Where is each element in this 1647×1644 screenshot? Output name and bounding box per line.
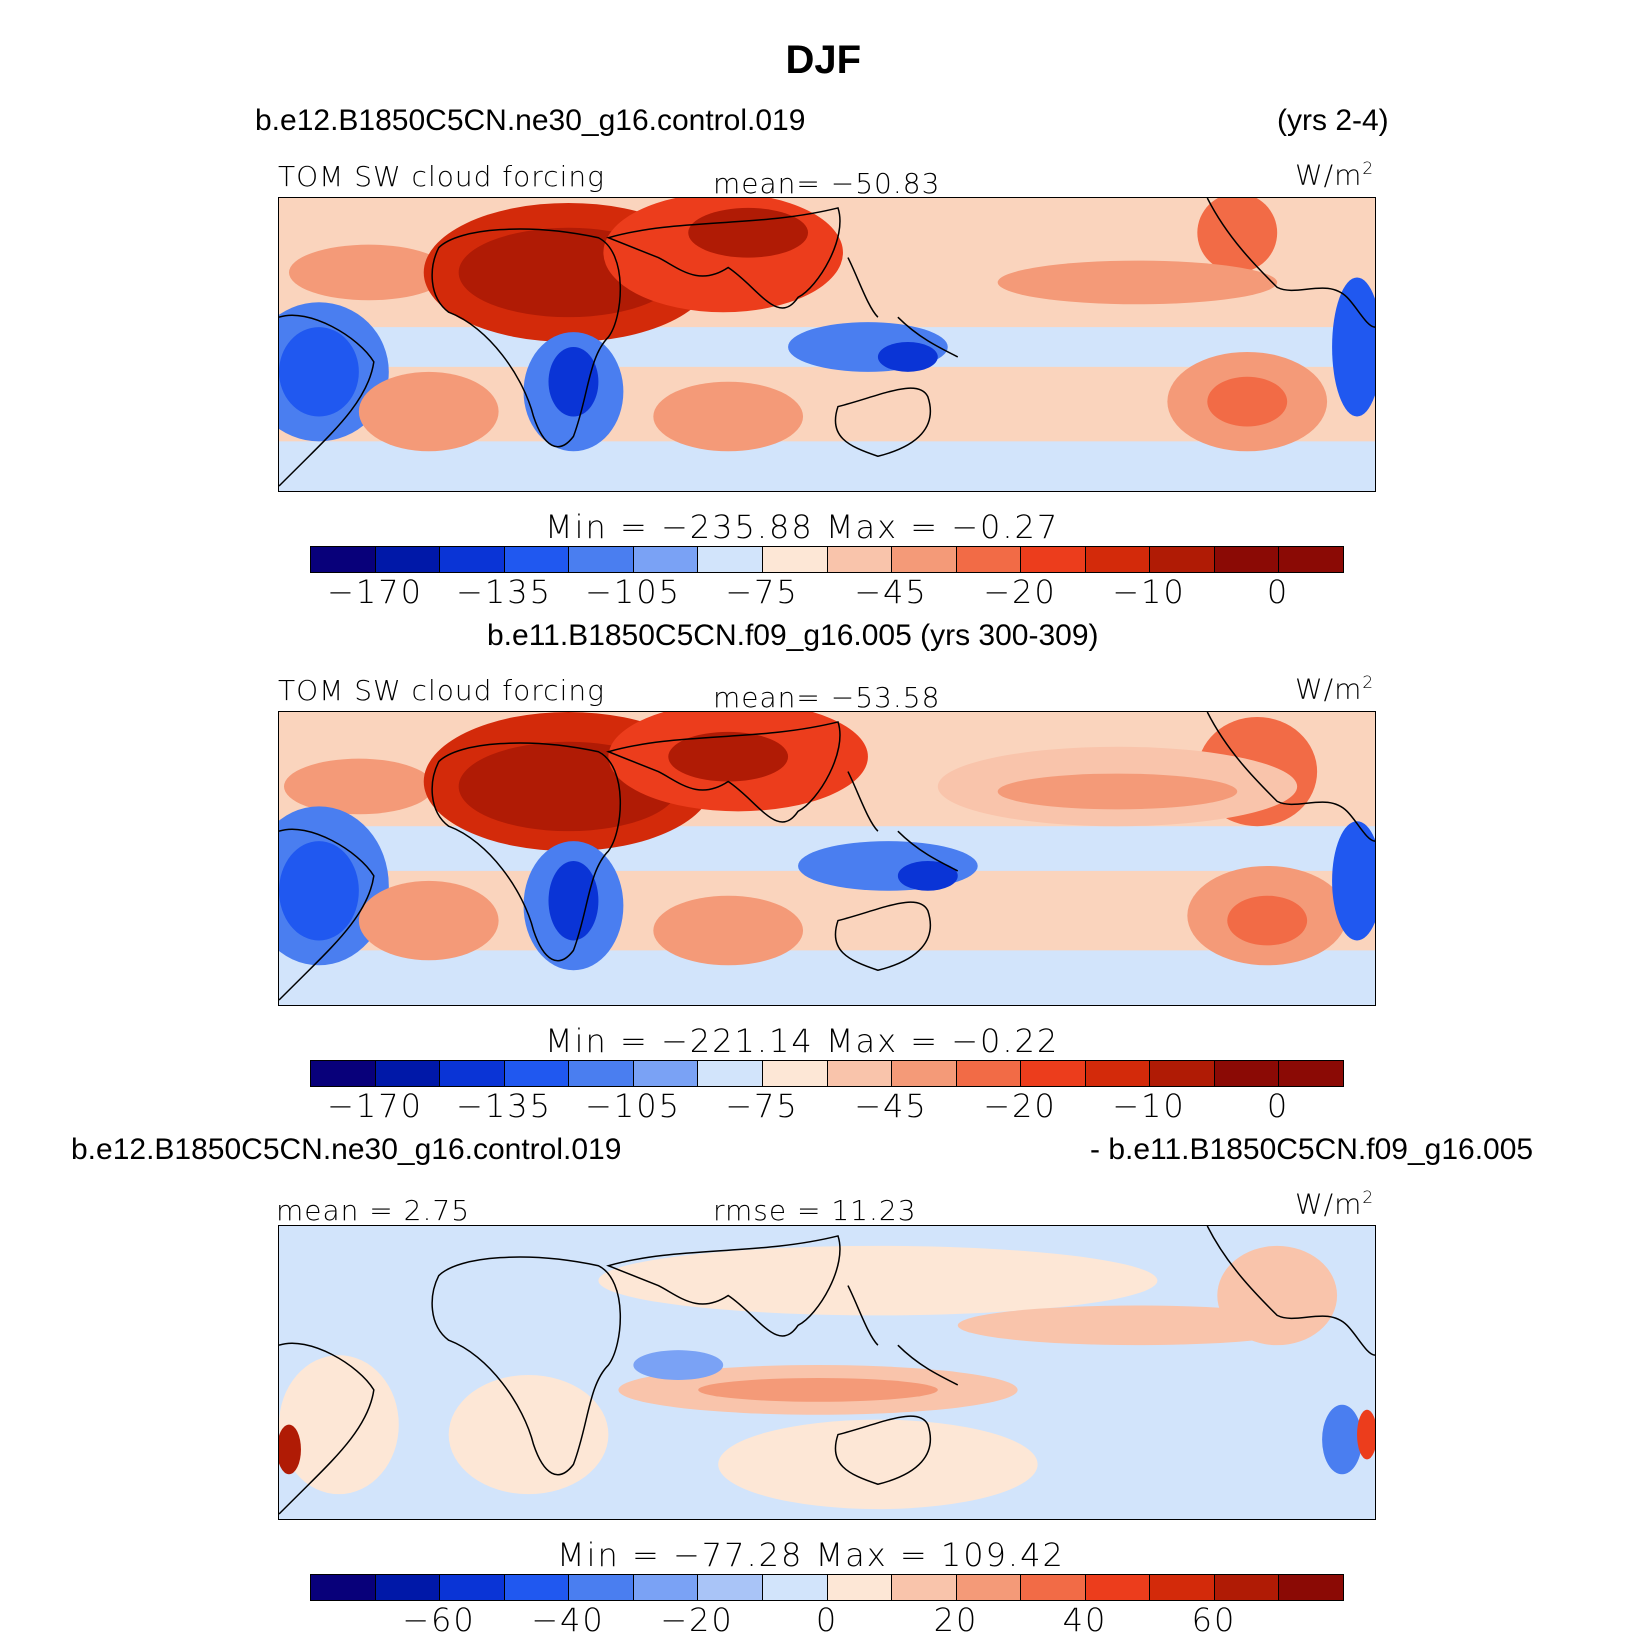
panel2-mean-label: mean= −53.58 xyxy=(713,681,941,714)
panel2-colorbar xyxy=(310,1060,1344,1087)
panel2-units: W/m2 xyxy=(1295,672,1375,706)
colorbar-swatch xyxy=(1021,1575,1086,1600)
panel3-case-name: b.e12.B1850C5CN.ne30_g16.control.019 xyxy=(71,1133,622,1166)
colorbar-tick: −105 xyxy=(585,1087,681,1125)
colorbar-tick: −135 xyxy=(456,573,552,611)
colorbar-swatch xyxy=(956,1575,1022,1600)
colorbar-tick: −75 xyxy=(725,1087,799,1125)
colorbar-swatch xyxy=(827,547,893,572)
colorbar-tick: −170 xyxy=(327,1087,423,1125)
colorbar-swatch xyxy=(375,1061,441,1086)
panel3-minus-case: - b.e11.B1850C5CN.f09_g16.005 xyxy=(1090,1133,1534,1166)
colorbar-swatch xyxy=(956,547,1022,572)
colorbar-swatch xyxy=(1214,1575,1280,1600)
colorbar-swatch xyxy=(633,1575,699,1600)
panel1-units: W/m2 xyxy=(1295,158,1375,192)
panel3-units: W/m2 xyxy=(1295,1187,1375,1221)
colorbar-swatch xyxy=(311,1061,376,1086)
colorbar-swatch xyxy=(827,1061,893,1086)
colorbar-swatch xyxy=(440,1575,505,1600)
colorbar-swatch xyxy=(504,1061,570,1086)
colorbar-swatch xyxy=(892,1061,957,1086)
colorbar-tick: −10 xyxy=(1112,573,1186,611)
panel1-variable-label: TOM SW cloud forcing xyxy=(278,160,605,193)
colorbar-swatch xyxy=(569,547,634,572)
colorbar-swatch xyxy=(698,1575,763,1600)
colorbar-swatch xyxy=(569,1061,634,1086)
colorbar-tick: −20 xyxy=(983,573,1057,611)
colorbar-swatch xyxy=(1150,1061,1215,1086)
colorbar-tick: −75 xyxy=(725,573,799,611)
colorbar-swatch xyxy=(1214,547,1280,572)
colorbar-swatch xyxy=(1085,547,1151,572)
colorbar-swatch xyxy=(892,547,957,572)
colorbar-swatch xyxy=(1214,1061,1280,1086)
colorbar-swatch xyxy=(633,1061,699,1086)
colorbar-swatch xyxy=(1021,1061,1086,1086)
panel3-mean-label: mean = 2.75 xyxy=(276,1194,471,1227)
colorbar-swatch xyxy=(1150,1575,1215,1600)
panel3-map xyxy=(278,1225,1376,1520)
colorbar-swatch xyxy=(440,547,505,572)
panel1-case-name: b.e12.B1850C5CN.ne30_g16.control.019 xyxy=(255,104,806,137)
colorbar-swatch xyxy=(762,1061,828,1086)
colorbar-tick: 40 xyxy=(1062,1601,1108,1639)
colorbar-tick: 0 xyxy=(815,1601,839,1639)
colorbar-swatch xyxy=(1085,1061,1151,1086)
colorbar-swatch xyxy=(569,1575,634,1600)
colorbar-swatch xyxy=(311,1575,376,1600)
panel1-mean-label: mean= −50.83 xyxy=(713,167,941,200)
colorbar-swatch xyxy=(504,1575,570,1600)
colorbar-swatch xyxy=(1085,1575,1151,1600)
colorbar-tick: −20 xyxy=(983,1087,1057,1125)
colorbar-swatch xyxy=(698,1061,763,1086)
panel3-rmse-label: rmse = 11.23 xyxy=(713,1194,917,1227)
colorbar-tick: −45 xyxy=(854,573,928,611)
panel1-minmax: Min = −235.88 Max = −0.27 xyxy=(545,508,1060,546)
panel2-variable-label: TOM SW cloud forcing xyxy=(278,674,605,707)
colorbar-tick: −105 xyxy=(585,573,681,611)
colorbar-swatch xyxy=(440,1061,505,1086)
colorbar-swatch xyxy=(375,1575,441,1600)
colorbar-tick: 60 xyxy=(1191,1601,1237,1639)
colorbar-swatch xyxy=(504,547,570,572)
colorbar-swatch xyxy=(827,1575,893,1600)
colorbar-swatch xyxy=(1279,1575,1343,1600)
colorbar-tick: 0 xyxy=(1266,1087,1290,1125)
colorbar-tick: 20 xyxy=(933,1601,979,1639)
colorbar-swatch xyxy=(1021,547,1086,572)
colorbar-tick: −10 xyxy=(1112,1087,1186,1125)
colorbar-swatch xyxy=(762,1575,828,1600)
colorbar-tick: −20 xyxy=(660,1601,734,1639)
panel2-minmax: Min = −221.14 Max = −0.22 xyxy=(545,1022,1060,1060)
colorbar-swatch xyxy=(698,547,763,572)
colorbar-swatch xyxy=(1279,547,1343,572)
panel1-colorbar xyxy=(310,546,1344,573)
panel3-colorbar xyxy=(310,1574,1344,1601)
colorbar-tick: −40 xyxy=(531,1601,605,1639)
colorbar-swatch xyxy=(311,547,376,572)
panel2-map xyxy=(278,711,1376,1006)
panel3-minmax: Min = −77.28 Max = 109.42 xyxy=(557,1536,1065,1574)
colorbar-swatch xyxy=(956,1061,1022,1086)
colorbar-tick: −135 xyxy=(456,1087,552,1125)
colorbar-swatch xyxy=(375,547,441,572)
colorbar-swatch xyxy=(762,547,828,572)
colorbar-tick: −45 xyxy=(854,1087,928,1125)
panel1-map xyxy=(278,197,1376,492)
colorbar-tick: 0 xyxy=(1266,573,1290,611)
panel2-case-name: b.e11.B1850C5CN.f09_g16.005 (yrs 300-309… xyxy=(487,619,1099,652)
colorbar-swatch xyxy=(892,1575,957,1600)
page-title: DJF xyxy=(785,38,862,82)
colorbar-swatch xyxy=(1279,1061,1343,1086)
colorbar-swatch xyxy=(633,547,699,572)
panel1-years: (yrs 2-4) xyxy=(1277,104,1389,137)
colorbar-swatch xyxy=(1150,547,1215,572)
colorbar-tick: −60 xyxy=(402,1601,476,1639)
colorbar-tick: −170 xyxy=(327,573,423,611)
